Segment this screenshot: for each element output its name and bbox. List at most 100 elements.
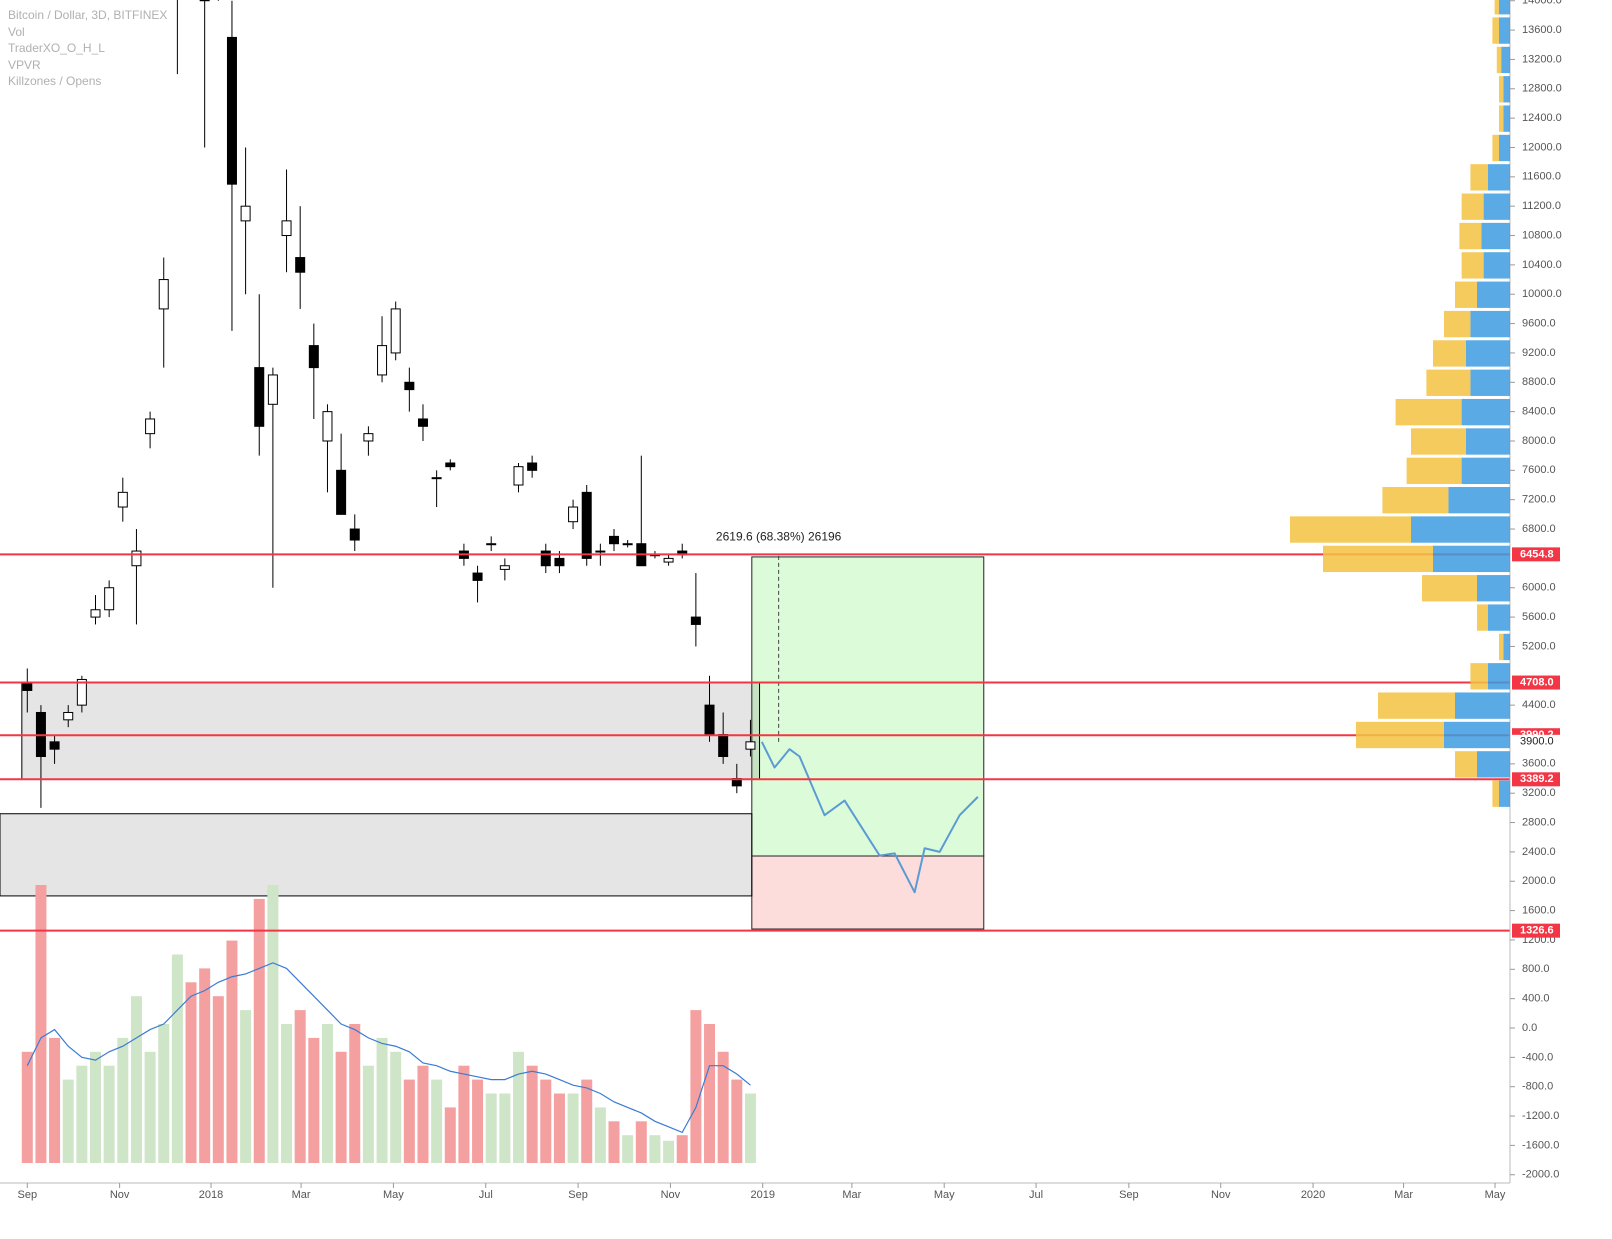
last-price-label: 3900.0 — [1520, 736, 1554, 748]
vpvr-down — [1494, 0, 1499, 15]
candle-body — [377, 345, 388, 376]
y-tick-label: 3600.0 — [1522, 758, 1556, 770]
vpvr-up — [1411, 516, 1510, 543]
y-tick-label: 14000.0 — [1522, 0, 1562, 7]
vpvr-up — [1470, 369, 1510, 396]
vpvr-up — [1501, 46, 1510, 74]
y-tick-label: 11200.0 — [1522, 200, 1561, 212]
vpvr-down — [1461, 252, 1484, 279]
y-tick-label: 400.0 — [1522, 993, 1550, 1005]
candle-body — [76, 678, 87, 706]
volume-bar — [117, 1037, 129, 1163]
candle-body — [404, 381, 415, 391]
candle-body — [718, 733, 729, 758]
y-tick-label: 1600.0 — [1522, 905, 1556, 917]
candle-body — [336, 469, 347, 515]
volume-bar — [35, 885, 47, 1163]
y-tick-label: 5200.0 — [1522, 640, 1556, 652]
vpvr-up — [1448, 487, 1510, 514]
y-tick-label: 6800.0 — [1522, 523, 1556, 535]
volume-bar — [594, 1107, 606, 1163]
x-tick-label: Mar — [1394, 1189, 1413, 1201]
vpvr-down — [1459, 222, 1482, 250]
volume-bar — [540, 1079, 552, 1163]
volume-bar — [553, 1093, 565, 1163]
volume-bar — [130, 996, 142, 1163]
candle-body — [540, 550, 551, 567]
candle-body — [486, 543, 497, 546]
candle-body — [417, 418, 428, 427]
volume-bar — [226, 940, 238, 1163]
y-tick-label: 2400.0 — [1522, 846, 1556, 858]
axes: -2000.0 -1600.0 -1200.0 -800.0 -400.0 0.0 400.… — [18, 0, 1562, 1201]
volume-bar — [431, 1079, 443, 1163]
volume-bar — [690, 1010, 702, 1163]
x-tick-label: Jul — [1029, 1189, 1043, 1201]
y-tick-label: 5600.0 — [1522, 611, 1556, 623]
vpvr-down — [1411, 428, 1466, 455]
x-tick-label: May — [383, 1189, 404, 1201]
x-tick-label: Sep — [18, 1189, 38, 1201]
candle-body — [254, 367, 265, 427]
volume-bar — [444, 1107, 456, 1163]
volume-bar — [704, 1024, 716, 1163]
vpvr-up — [1488, 663, 1510, 690]
candle-body — [349, 528, 360, 541]
candle-body — [240, 205, 251, 222]
candle-body — [390, 308, 401, 354]
vpvr-up — [1503, 76, 1510, 103]
candle-body — [581, 491, 592, 559]
volume-bar — [622, 1135, 634, 1163]
level-label-box — [1512, 923, 1560, 938]
vpvr-down — [1356, 721, 1444, 749]
volume-bar — [472, 1079, 484, 1163]
y-tick-label: 10800.0 — [1522, 229, 1562, 241]
measure-label: 2619.6 (68.38%) 26196 — [716, 530, 842, 544]
candle-body — [704, 704, 715, 735]
killzone — [21, 682, 761, 780]
chart-title: Bitcoin / Dollar, 3D, BITFINEX — [8, 8, 167, 22]
vpvr-up — [1499, 0, 1510, 15]
x-tick-label: Nov — [1211, 1189, 1231, 1201]
vpvr-up — [1444, 721, 1510, 749]
candle-body — [322, 411, 333, 442]
y-tick-label: 3200.0 — [1522, 787, 1556, 799]
volume-bar — [62, 1079, 74, 1163]
y-tick-label: 12400.0 — [1522, 112, 1562, 124]
volume-ma — [26, 962, 751, 1134]
vpvr-up — [1499, 780, 1510, 807]
y-tick-label: -400.0 — [1522, 1051, 1553, 1063]
volume-bar — [158, 1024, 170, 1163]
vpvr-up — [1499, 134, 1510, 162]
vpvr-down — [1492, 17, 1499, 44]
x-tick-label: Sep — [568, 1189, 588, 1201]
volume-bar — [335, 1051, 347, 1163]
vpvr-down — [1499, 105, 1504, 132]
level-label: 6454.8 — [1520, 548, 1554, 560]
level-label-box — [1512, 772, 1560, 787]
vpvr-down — [1492, 134, 1499, 162]
candle-body — [104, 587, 115, 611]
y-tick-label: 11600.0 — [1522, 171, 1561, 183]
vpvr-down — [1290, 516, 1411, 543]
volume-bar — [608, 1121, 620, 1163]
vpvr-up — [1483, 252, 1510, 279]
vpvr-down — [1426, 369, 1471, 396]
y-tick-label: 10400.0 — [1522, 259, 1562, 271]
volume-bar — [362, 1065, 374, 1163]
volume-bar — [240, 1010, 252, 1163]
volume-bar — [635, 1121, 647, 1163]
y-tick-label: 10000.0 — [1522, 288, 1562, 300]
volume-bar — [717, 1051, 729, 1163]
y-tick-label: 7600.0 — [1522, 464, 1556, 476]
volume-bar — [731, 1079, 743, 1163]
vpvr-down — [1395, 398, 1462, 426]
candle-body — [431, 477, 442, 480]
volume-bar — [499, 1093, 511, 1163]
candle-body — [595, 550, 606, 553]
x-tick-label: Sep — [1119, 1189, 1139, 1201]
vpvr-up — [1488, 164, 1510, 191]
volume-bar — [253, 898, 265, 1163]
x-tick-label: May — [1485, 1189, 1506, 1201]
candle-body — [49, 741, 60, 750]
